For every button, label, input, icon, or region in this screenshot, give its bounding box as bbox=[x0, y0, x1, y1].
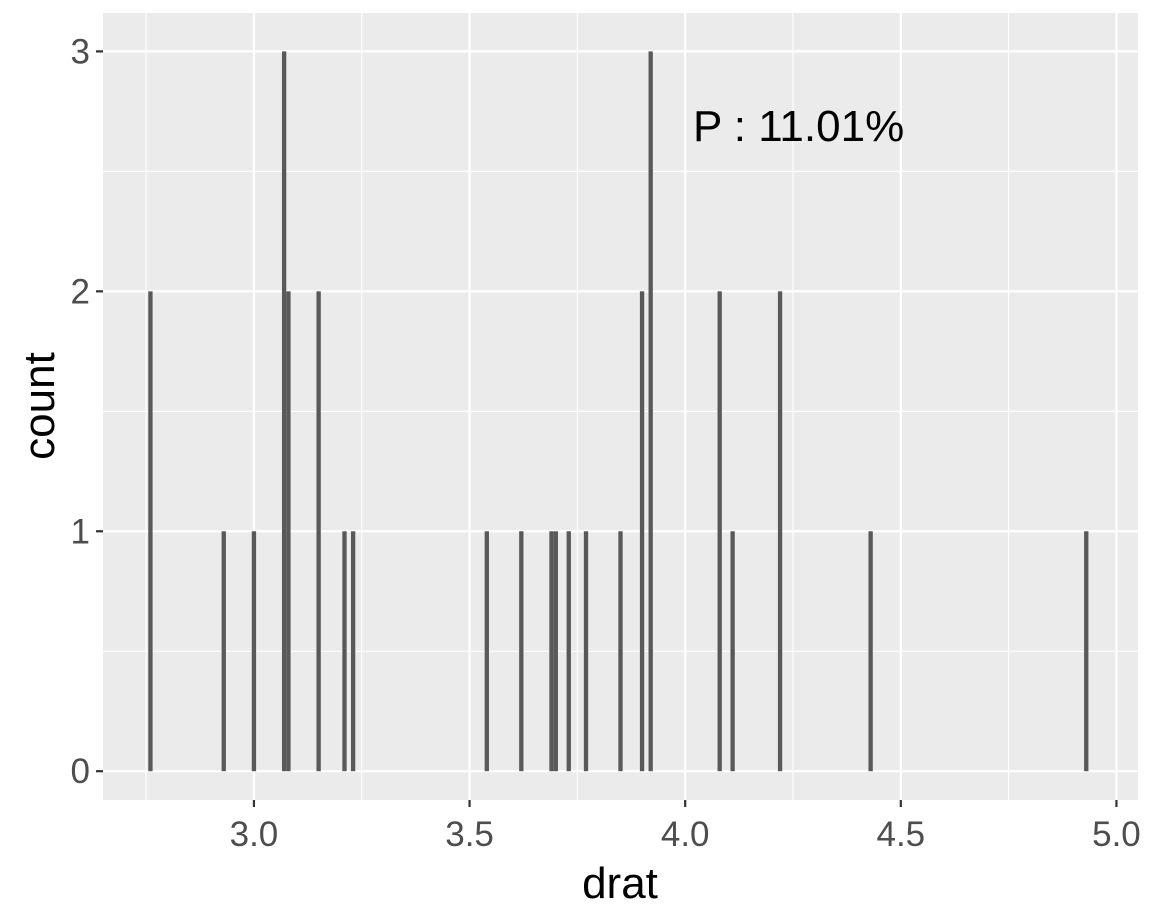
histogram-bar bbox=[730, 531, 735, 772]
histogram-bar bbox=[717, 291, 722, 772]
x-tick-label: 4.5 bbox=[876, 815, 925, 854]
histogram-bar bbox=[549, 531, 554, 772]
p-value-annotation: P : 11.01% bbox=[693, 102, 904, 151]
histogram-bar bbox=[519, 531, 524, 772]
histogram-bar bbox=[1084, 531, 1089, 772]
y-tick-label: 1 bbox=[71, 512, 90, 551]
histogram-bar bbox=[342, 531, 347, 772]
y-tick-label: 0 bbox=[71, 752, 90, 791]
x-axis-title: drat bbox=[582, 859, 658, 908]
bars bbox=[148, 51, 1089, 772]
histogram-bar bbox=[251, 531, 257, 772]
histogram-bar bbox=[618, 531, 623, 772]
histogram-bar bbox=[553, 531, 558, 772]
histogram-bar bbox=[777, 291, 783, 772]
x-tick-label: 5.0 bbox=[1092, 815, 1141, 854]
histogram-bar bbox=[350, 531, 356, 772]
histogram-bar bbox=[566, 531, 571, 772]
histogram-bar bbox=[484, 531, 489, 772]
histogram-bar bbox=[639, 291, 645, 772]
histogram-bar bbox=[221, 531, 226, 772]
x-tick-label: 4.0 bbox=[661, 815, 710, 854]
axis-ticks: 3.0 3.5 4.0 4.5 5.0 0 1 2 3 bbox=[71, 32, 1141, 854]
histogram-bar bbox=[148, 291, 153, 772]
x-tick-label: 3.0 bbox=[230, 815, 279, 854]
histogram-bar bbox=[316, 291, 321, 772]
y-axis-title: count bbox=[15, 352, 64, 460]
y-tick-label: 3 bbox=[71, 32, 90, 71]
histogram-bar bbox=[648, 51, 653, 772]
histogram-bar bbox=[868, 531, 873, 772]
histogram-bar bbox=[281, 51, 287, 772]
y-tick-label: 2 bbox=[71, 272, 90, 311]
x-tick-label: 3.5 bbox=[445, 815, 494, 854]
histogram-bar bbox=[286, 291, 291, 772]
histogram-bar bbox=[583, 531, 589, 772]
